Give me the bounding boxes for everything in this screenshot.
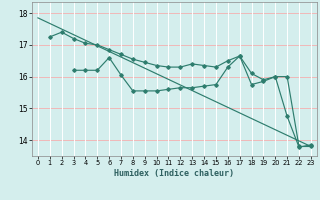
X-axis label: Humidex (Indice chaleur): Humidex (Indice chaleur) — [115, 169, 234, 178]
